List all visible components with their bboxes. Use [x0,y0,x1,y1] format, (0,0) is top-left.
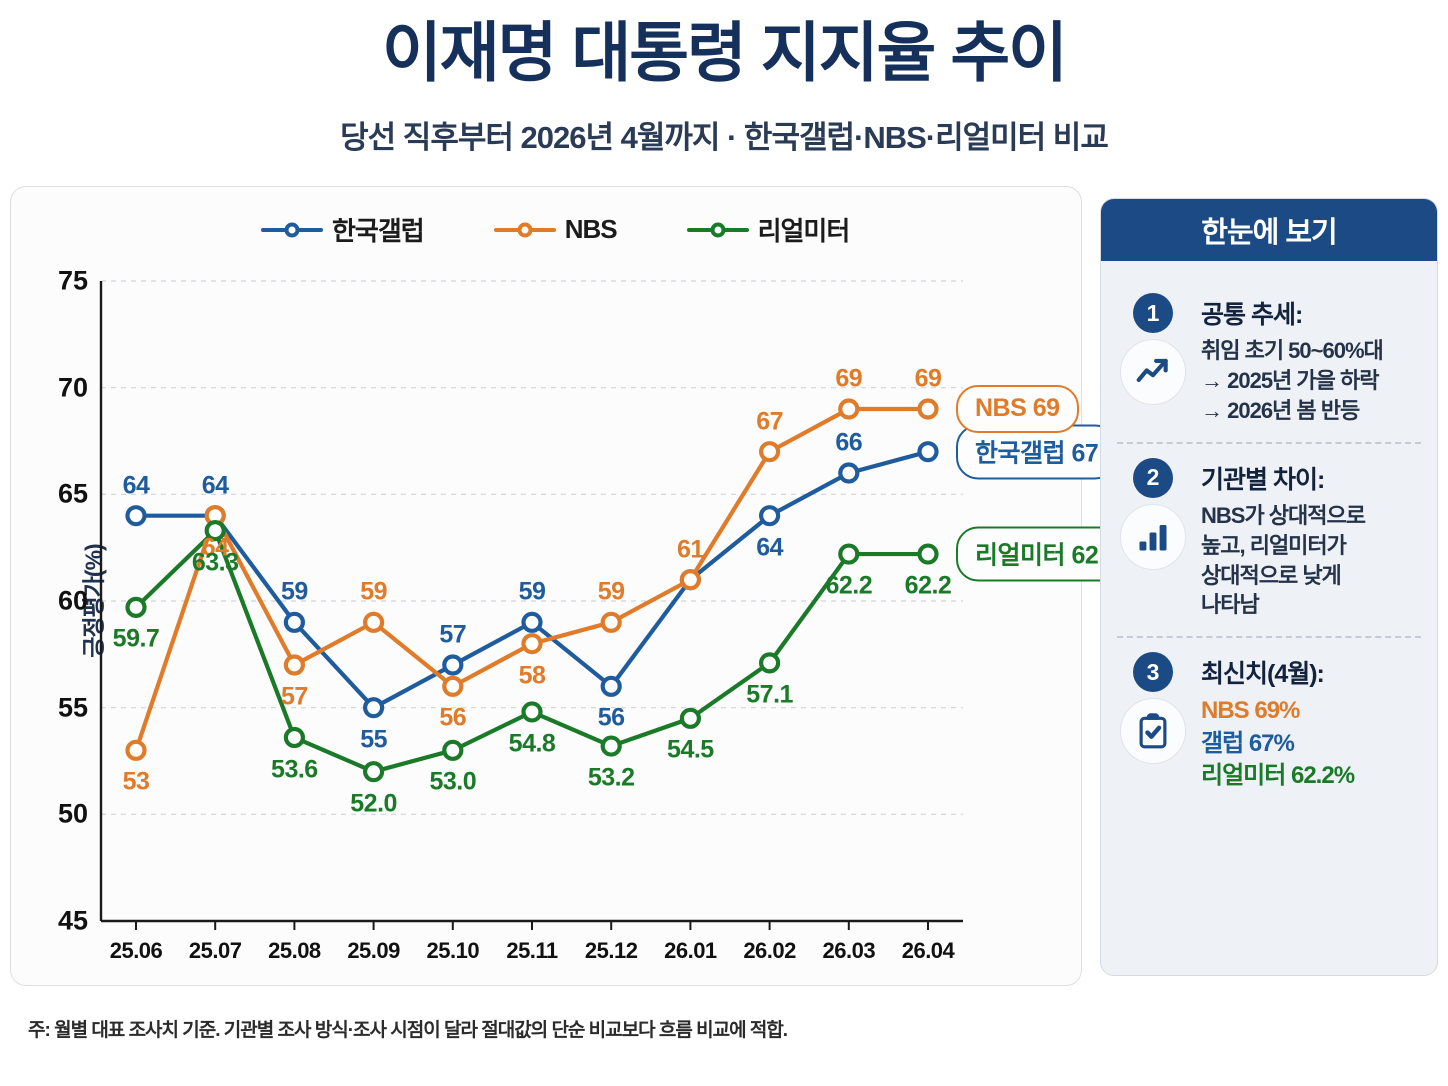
y-axis-tick: 70 [57,372,88,403]
summary-item-body-line: NBS가 상대적으로 [1201,502,1366,528]
summary-item-text: 공통 추세: 취임 초기 50~60%대 → 2025년 가을 하락 → 2026년 … [1201,293,1421,426]
y-axis-tick: 65 [57,478,88,509]
summary-panel-title: 한눈에 보기 [1201,217,1337,249]
trend-up-icon [1120,339,1186,405]
summary-item-title: 최신치(4월): [1201,660,1325,689]
data-point-label: 64 [201,533,229,562]
data-point-label: 59 [518,577,546,606]
summary-item-icons: 1 [1117,293,1189,426]
y-axis-tick: 55 [57,692,88,723]
legend-marker-icon [261,222,323,237]
data-point-label: 53.0 [429,767,477,796]
summary-item-stat: 리얼미터 62.2% [1201,761,1355,789]
data-point-label: 53.2 [587,763,635,792]
data-point-label: 59.7 [112,624,160,653]
summary-panel-body: 1 공통 추세: 취임 초기 50~60%대 → 2025년 가을 하락 → 2026년… [1101,261,1437,808]
x-axis-tick: 25.09 [347,938,400,963]
summary-item-title: 기관별 차이: [1201,465,1325,494]
summary-item-title: 공통 추세: [1201,301,1303,329]
data-point-label: 54.8 [508,729,556,758]
summary-item-body-line: → 2025년 가을 하락 [1201,367,1379,393]
summary-item-body-line: 상대적으로 낮게 [1201,562,1342,588]
legend-label: 한국갤럽 [332,216,425,246]
data-point-label: 69 [835,364,863,393]
summary-item-text: 최신치(4월): NBS 69% 갤럽 67% 리얼미터 62.2% [1201,652,1421,791]
data-point-label: 62.2 [825,571,873,600]
data-point-label: 69 [914,364,942,393]
page-title: 이재명 대통령 지지율 추이 [382,16,1068,89]
legend-marker-icon [493,222,556,237]
y-axis-tick: 60 [57,585,88,616]
data-point-label: 59 [597,577,625,606]
summary-item-icons: 3 [1117,652,1189,791]
summary-item-1: 1 공통 추세: 취임 초기 50~60%대 → 2025년 가을 하락 → 2026년… [1117,279,1421,442]
data-point-label: 61 [676,535,704,564]
data-point-label: 58 [518,661,546,690]
data-point-label: 64 [756,533,783,562]
data-point-label: 59 [360,577,387,606]
plot-area: 긍정평가(%) 45 50 55 60 65 70 75 25.06 25.07 25.08 25.… [58,266,1138,963]
data-point-label: 67 [756,407,783,436]
y-axis-tick: 45 [57,905,88,936]
data-point-label: 57.1 [746,680,793,709]
data-point-label: 66 [835,428,863,457]
legend-item-리얼미터[interactable]: 리얼미터 [686,211,851,248]
x-axis-tick: 25.08 [268,938,321,963]
data-point-label: 56 [439,703,467,732]
line-chart-svg [99,280,963,930]
x-axis-tick: 26.02 [743,938,796,963]
data-point-label: 54.5 [667,735,714,764]
data-point-label: 53.6 [271,755,318,784]
x-axis-tick: 25.10 [426,938,480,963]
summary-panel: 한눈에 보기 1 공통 추세: 취임 초기 50~60%대 → 2025년 가을 하락… [1100,198,1438,976]
summary-item-body-line: 높고, 리얼미터가 [1201,532,1347,558]
summary-panel-header: 한눈에 보기 [1101,199,1437,261]
bar-chart-icon [1120,503,1186,570]
summary-item-icons: 2 [1117,457,1189,621]
series-end-badge[interactable]: NBS 69 [956,385,1079,433]
data-point-label: 53 [122,767,150,796]
data-point-label: 55 [360,725,387,754]
summary-item-number: 2 [1133,457,1173,498]
summary-item-stat: 갤럽 67% [1201,729,1295,757]
page-subtitle: 당선 직후부터 2026년 4월까지 · 한국갤럽·NBS·리얼미터 비교 [340,120,1109,155]
legend-item-NBS[interactable]: NBS [493,214,618,245]
x-axis-tick: 25.12 [584,938,638,963]
summary-item-3: 3 최신치(4월): NBS 69% 갤럽 67% 리얼미터 62.2% [1117,636,1421,807]
data-point-label: 64 [201,471,229,500]
legend-label: 리얼미터 [757,216,851,246]
data-point-label: 63.3 [191,548,239,577]
footnote: 주: 월별 대표 조사치 기준. 기관별 조사 방식·조사 시점이 달라 절대값… [28,1020,788,1041]
legend-item-한국갤럽[interactable]: 한국갤럽 [261,211,425,248]
summary-item-stat: NBS 69% [1201,697,1300,725]
data-point-label: 57 [439,620,467,649]
x-axis-tick: 25.07 [188,938,242,963]
x-axis-tick: 25.06 [109,938,163,963]
chart-legend: 한국갤럽 NBS 리얼미터 [261,211,851,248]
summary-item-body-line: → 2026년 봄 반등 [1201,397,1360,423]
data-point-label: 59 [280,577,308,606]
x-axis-tick: 25.11 [506,938,558,963]
data-point-label: 64 [122,471,150,500]
chart-panel: 한국갤럽 NBS 리얼미터 긍정평가(%) 45 50 55 60 65 70 75 25.06 2… [10,186,1138,986]
x-axis-tick: 26.01 [664,938,717,963]
y-axis-tick: 50 [57,798,88,829]
data-point-label: 62.2 [904,571,952,600]
summary-item-body-line: 나타남 [1201,592,1260,618]
y-axis-tick: 75 [57,265,88,296]
x-axis-tick: 26.03 [822,938,876,963]
legend-label: NBS [564,214,618,244]
data-point-label: 52.0 [350,789,397,818]
data-point-label: 56 [597,703,625,732]
summary-item-number: 1 [1133,293,1173,333]
clipboard-check-icon [1120,698,1186,765]
data-point-label: 57 [280,682,308,711]
summary-item-number: 3 [1133,652,1173,693]
legend-marker-icon [686,222,749,237]
x-axis-tick: 26.04 [901,938,955,963]
summary-item-body-line: 취임 초기 50~60%대 [1201,338,1384,363]
